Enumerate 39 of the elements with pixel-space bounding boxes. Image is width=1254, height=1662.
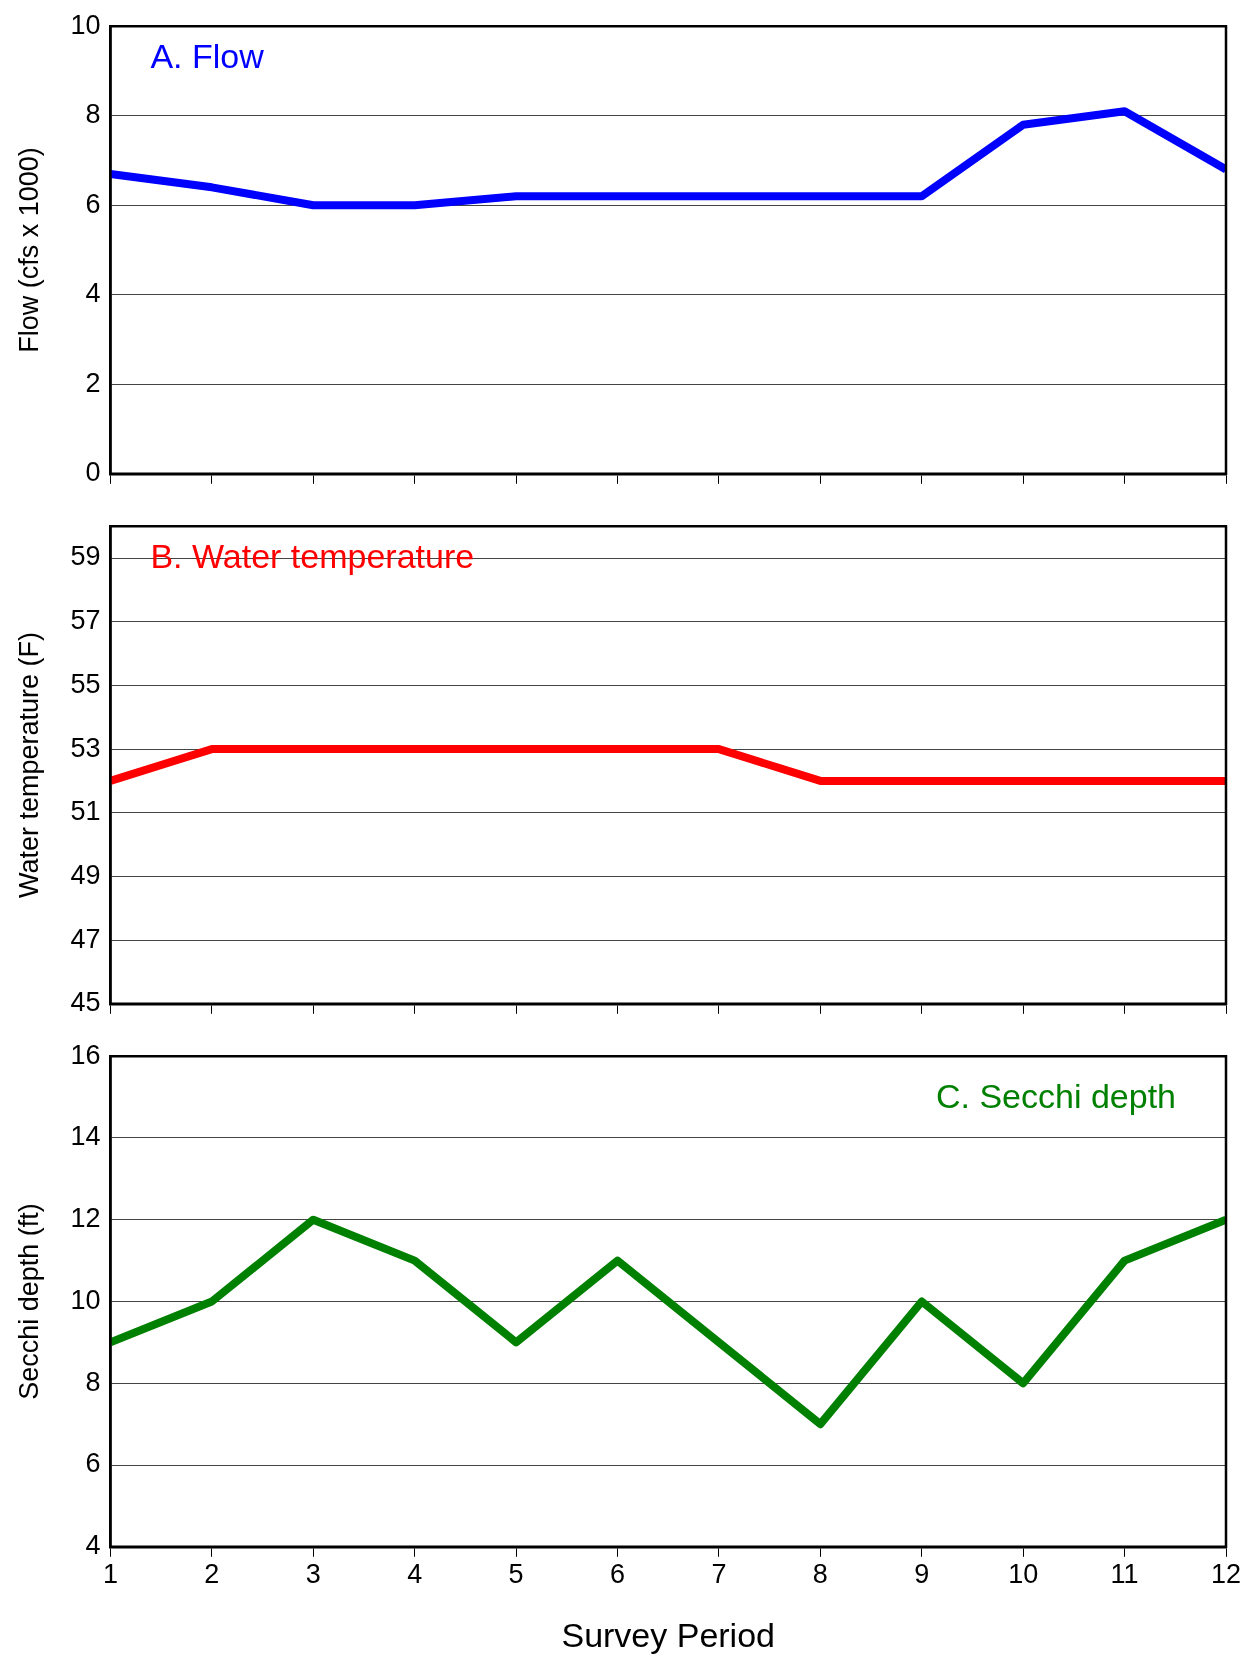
x-tick-label: 2 (204, 1559, 220, 1590)
y-tick-label: 8 (85, 1366, 101, 1397)
x-tick-label: 7 (711, 1559, 727, 1590)
text: C. Secchi depth (935, 1076, 1176, 1115)
y-axis-title: Flow (cfs x 1000) (13, 147, 44, 353)
x-tick-label: 8 (812, 1559, 828, 1590)
y-tick-label: 59 (70, 541, 101, 572)
y-tick-label: 4 (85, 278, 101, 309)
chart-title: A. Flow (150, 36, 265, 75)
x-tick-label: 4 (407, 1559, 423, 1590)
x-tick-label: 12 (1210, 1559, 1242, 1590)
y-tick-label: 51 (70, 796, 101, 827)
y-tick-label: 57 (70, 605, 101, 636)
y-tick-label: 14 (70, 1121, 101, 1152)
x-tick-label: 11 (1110, 1559, 1139, 1590)
y-tick-label: 10 (70, 1284, 101, 1315)
y-axis-title: Secchi depth (ft) (13, 1203, 44, 1400)
y-tick-label: 55 (70, 668, 101, 699)
y-tick-label: 2 (85, 367, 101, 398)
y-tick-label: 6 (85, 188, 101, 219)
y-tick-label: 45 (70, 987, 101, 1018)
y-tick-label: 4 (85, 1530, 101, 1561)
x-tick-label: 3 (305, 1559, 321, 1590)
x-tick-label: 6 (609, 1559, 626, 1590)
x-tick-label: 5 (508, 1559, 524, 1590)
y-tick-label: 6 (85, 1448, 101, 1479)
x-tick-label: 1 (102, 1559, 118, 1590)
y-tick-label: 16 (70, 1039, 101, 1070)
y-tick-label: 47 (70, 923, 101, 954)
y-axis-title: Water temperature (F) (13, 631, 44, 899)
y-tick-label: 49 (70, 859, 101, 890)
y-tick-label: 8 (85, 99, 101, 130)
y-tick-label: 12 (70, 1203, 101, 1234)
y-tick-label: 0 (85, 457, 101, 488)
y-tick-label: 10 (70, 9, 101, 40)
x-tick-label: 10 (1008, 1559, 1039, 1590)
y-tick-label: 53 (70, 732, 101, 763)
x-axis-title: Survey Period (561, 1615, 775, 1654)
x-tick-label: 9 (914, 1559, 930, 1590)
